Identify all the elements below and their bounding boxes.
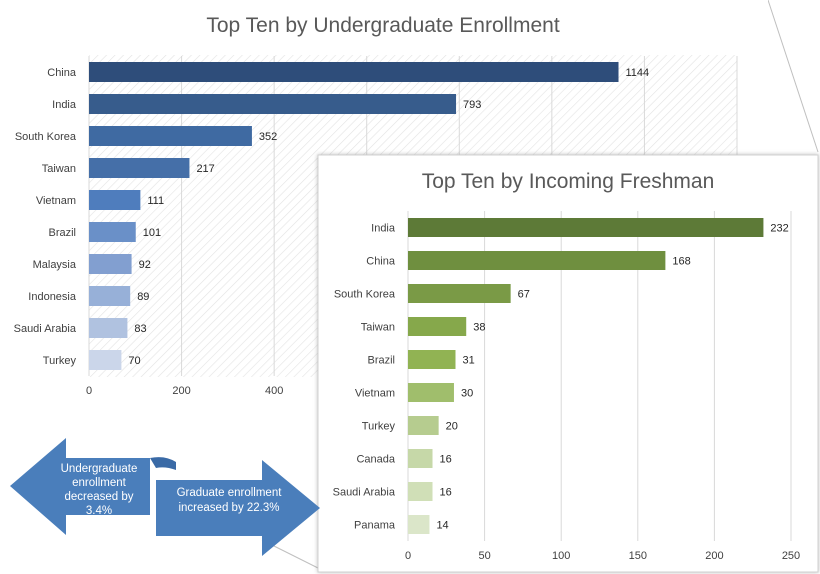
c2-bar	[408, 383, 454, 402]
c1-bar	[89, 254, 132, 274]
c2-category-label: China	[366, 256, 396, 268]
c2-x-tick-label: 250	[782, 550, 800, 562]
c2-bar	[408, 317, 467, 336]
c2-data-label: 168	[672, 256, 690, 268]
c2-bar	[408, 449, 433, 468]
c2-bar	[408, 251, 666, 270]
c1-bar	[89, 190, 141, 210]
c2-bar	[408, 416, 439, 435]
c1-x-tick-label: 0	[86, 385, 92, 397]
c2-data-label: 30	[461, 388, 473, 400]
c1-bar	[89, 286, 131, 306]
freshman-chart-title: Top Ten by Incoming Freshman	[422, 170, 715, 193]
c1-category-label: Malaysia	[33, 259, 77, 271]
c1-x-tick-label: 400	[265, 385, 283, 397]
c1-category-label: India	[52, 99, 77, 111]
c2-category-label: South Korea	[334, 289, 396, 301]
c1-bar	[89, 158, 190, 178]
c1-bar	[89, 126, 252, 146]
c2-category-label: Saudi Arabia	[333, 487, 396, 499]
c1-data-label: 111	[147, 195, 164, 207]
c1-data-label: 70	[128, 355, 140, 367]
left-arrow-line-4: 3.4%	[86, 505, 112, 517]
undergrad-decrease-callout: Undergraduate enrollment decreased by 3.…	[10, 438, 150, 535]
left-arrow-line-3: decreased by	[64, 491, 133, 503]
c2-data-label: 16	[440, 454, 452, 466]
c1-bar	[89, 222, 136, 242]
c2-x-tick-label: 0	[405, 550, 411, 562]
c1-category-label: China	[47, 67, 77, 79]
c2-bar	[408, 482, 433, 501]
c1-data-label: 1144	[626, 67, 650, 79]
freshman-chart: Top Ten by Incoming Freshman India China S…	[317, 154, 819, 573]
c1-data-label: 92	[139, 259, 151, 271]
c2-category-label: Turkey	[362, 421, 396, 433]
c2-x-tick-label: 150	[629, 550, 647, 562]
c1-category-label: Brazil	[48, 227, 76, 239]
c2-category-label: Panama	[354, 520, 396, 532]
c2-x-tick-label: 200	[705, 550, 723, 562]
c1-bar	[89, 318, 128, 338]
undergrad-chart-title: Top Ten by Undergraduate Enrollment	[206, 14, 559, 37]
c1-data-label: 89	[137, 291, 149, 303]
c1-data-label: 217	[196, 163, 214, 175]
c1-category-label: South Korea	[15, 131, 77, 143]
c1-data-label: 793	[463, 99, 481, 111]
c1-bar	[89, 94, 457, 114]
c2-data-label: 232	[770, 223, 788, 235]
c1-data-label: 101	[143, 227, 161, 239]
c1-x-tick-label: 200	[172, 385, 190, 397]
c2-data-label: 14	[436, 520, 448, 532]
c1-data-label: 352	[259, 131, 277, 143]
connector-line-top	[767, 0, 819, 153]
c2-category-label: Canada	[356, 454, 395, 466]
scroll-curl-shape	[150, 457, 176, 470]
left-arrow-line-2: enrollment	[72, 477, 126, 489]
c2-data-label: 31	[462, 355, 474, 367]
c2-bar	[408, 218, 764, 237]
c1-category-label: Indonesia	[28, 291, 77, 303]
c2-bar	[408, 515, 430, 534]
c2-category-label: Taiwan	[361, 322, 395, 334]
c2-category-label: India	[371, 223, 396, 235]
c2-x-tick-label: 50	[478, 550, 490, 562]
c2-category-label: Brazil	[367, 355, 395, 367]
c1-category-label: Saudi Arabia	[14, 323, 77, 335]
left-arrow-shape	[10, 438, 150, 535]
c2-bar	[408, 284, 511, 303]
c1-category-label: Turkey	[43, 355, 77, 367]
c1-bar	[89, 350, 122, 370]
c1-data-label: 83	[134, 323, 146, 335]
left-arrow-line-1: Undergraduate	[61, 463, 138, 475]
c2-data-label: 67	[518, 289, 530, 301]
right-arrow-line-1: Graduate enrollment	[177, 487, 283, 499]
c2-bar	[408, 350, 456, 369]
c2-data-label: 16	[440, 487, 452, 499]
right-arrow-shape	[156, 460, 320, 556]
right-arrow-line-2: increased by 22.3%	[178, 502, 279, 514]
graduate-increase-callout: Graduate enrollment increased by 22.3%	[150, 457, 320, 556]
c1-category-label: Taiwan	[42, 163, 76, 175]
c2-data-label: 20	[446, 421, 458, 433]
c2-category-label: Vietnam	[355, 388, 395, 400]
c2-x-tick-label: 100	[552, 550, 570, 562]
c2-data-label: 38	[473, 322, 485, 334]
c1-bar	[89, 62, 619, 82]
c1-category-label: Vietnam	[36, 195, 76, 207]
